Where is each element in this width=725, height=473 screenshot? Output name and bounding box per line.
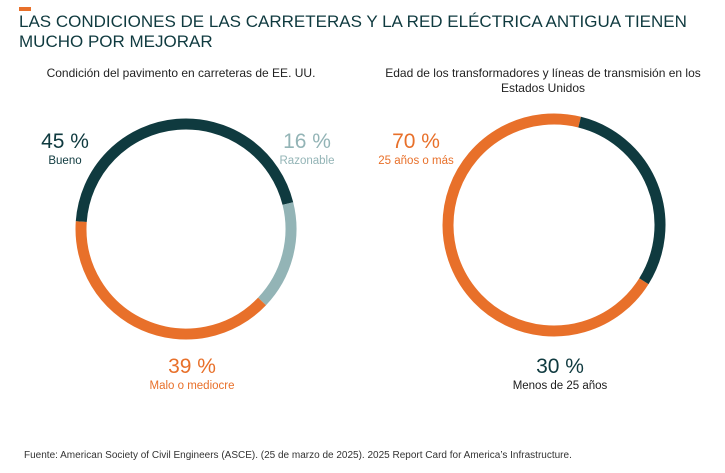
slice-label-razonable: 16 % Razonable xyxy=(262,130,352,168)
slice-caption: 25 años o más xyxy=(378,155,454,167)
donut-slice-25-años-o-más xyxy=(442,113,649,337)
slice-pct: 70 % xyxy=(392,130,440,153)
pavement-condition-chart: Condición del pavimento en carreteras de… xyxy=(0,0,362,440)
slice-caption: Malo o mediocre xyxy=(149,380,235,392)
slice-caption: Razonable xyxy=(279,155,335,167)
chart-title: Condición del pavimento en carreteras de… xyxy=(46,66,316,80)
source-note: Fuente: American Society of Civil Engine… xyxy=(24,450,572,461)
slice-pct: 45 % xyxy=(41,130,89,153)
donut-slice-razonable xyxy=(257,202,297,306)
title-accent-bar xyxy=(19,7,31,11)
donut-slice-malo-o-mediocre xyxy=(75,221,267,340)
slice-caption: Menos de 25 años xyxy=(512,380,608,392)
slice-label-25-o-mas: 70 % 25 años o más xyxy=(376,130,456,168)
slice-label-menos-25: 30 % Menos de 25 años xyxy=(512,355,608,393)
donut-slice-bueno xyxy=(75,118,294,223)
transformer-age-chart: Edad de los transformadores y líneas de … xyxy=(362,0,724,440)
pavement-donut xyxy=(75,118,297,340)
slice-label-malo: 39 % Malo o mediocre xyxy=(122,355,262,393)
donut-slice-menos-de-25-años xyxy=(578,116,666,285)
slice-label-bueno: 45 % Bueno xyxy=(20,130,110,168)
slice-caption: Bueno xyxy=(48,155,82,167)
slice-pct: 30 % xyxy=(536,355,584,378)
transformer-donut xyxy=(442,113,666,337)
slice-pct: 16 % xyxy=(283,130,331,153)
chart-title: Edad de los transformadores y líneas de … xyxy=(385,66,701,95)
slice-pct: 39 % xyxy=(168,355,216,378)
page-title: LAS CONDICIONES DE LAS CARRETERAS Y LA R… xyxy=(19,12,687,51)
